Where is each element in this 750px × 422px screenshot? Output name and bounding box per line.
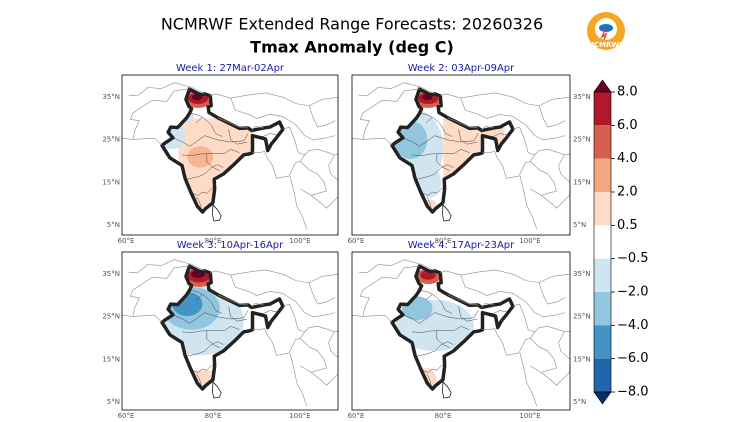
- panel-title: Week 1: 27Mar-02Apr: [176, 63, 285, 74]
- map: [122, 257, 338, 409]
- lon-label: 60°E: [118, 412, 135, 420]
- labels: Week 1: 27Mar-02Apr 35°N 25°N 15°N 5°N 60°E 80…: [102, 63, 590, 420]
- lat-label: 25°N: [102, 313, 120, 321]
- colorbar-segment: [594, 292, 611, 326]
- colorbar-tick-label: 2.0: [617, 185, 638, 200]
- lon-label: 100°E: [289, 412, 310, 420]
- colorbar-frame: [593, 91, 612, 393]
- panel-frame: [351, 74, 571, 236]
- colorbar-segment: [594, 325, 611, 359]
- colorbar-tick-label: 4.0: [617, 151, 638, 166]
- lat-label: 35°N: [102, 270, 120, 278]
- lon-label: 80°E: [205, 237, 222, 245]
- lat-label: 15°N: [573, 178, 591, 186]
- colorbar-segment: [594, 125, 611, 159]
- map-panel: [122, 75, 338, 235]
- colorbar-segment: [594, 92, 611, 126]
- map-panel: [122, 252, 338, 410]
- colorbar-segment: [594, 258, 611, 292]
- panel-frame: [121, 251, 339, 411]
- lat-label: 35°N: [573, 93, 591, 101]
- colorbar-tick-label: −2.0: [617, 285, 649, 300]
- anomaly-patch: [419, 167, 442, 198]
- lat-label: 25°N: [102, 136, 120, 144]
- lon-label: 60°E: [118, 237, 135, 245]
- lon-label: 60°E: [348, 237, 365, 245]
- figure-subtitle: Tmax Anomaly (deg C): [250, 38, 454, 57]
- colorbar-segment: [594, 225, 611, 259]
- figure-title: NCMRWF Extended Range Forecasts: 2026032…: [161, 15, 543, 34]
- lon-label: 80°E: [435, 412, 452, 420]
- colorbar-tick-label: −0.5: [617, 251, 649, 266]
- lon-label: 80°E: [205, 412, 222, 420]
- colorbar: 8.0 6.0 4.0 2.0 0.5 −0.5 −2.0 −4.0 −6.0 −8.0: [593, 79, 649, 405]
- panel-frame: [121, 74, 339, 236]
- colorbar-extension: [593, 391, 612, 405]
- lat-label: 5°N: [573, 398, 586, 406]
- lat-label: 35°N: [102, 93, 120, 101]
- colorbar-tick-label: 6.0: [617, 118, 638, 133]
- lat-label: 5°N: [107, 398, 120, 406]
- anomaly-patch: [394, 120, 428, 160]
- panel-title: Week 3: 10Apr-16Apr: [177, 240, 284, 251]
- lat-label: 5°N: [107, 221, 120, 229]
- colorbar-tick-label: −6.0: [617, 351, 649, 366]
- colorbar-segment: [594, 158, 611, 192]
- colorbar-tick-label: 8.0: [617, 85, 638, 100]
- panel-title: Week 4: 17Apr-23Apr: [408, 240, 515, 251]
- lat-label: 15°N: [102, 355, 120, 363]
- lon-label: 100°E: [519, 412, 540, 420]
- map-panel: [352, 75, 570, 235]
- panel-title: Week 2: 03Apr-09Apr: [408, 63, 515, 74]
- logo-bolt: [600, 29, 608, 41]
- colorbar-tick-label: 0.5: [617, 218, 638, 233]
- colorbar-tick-label: −4.0: [617, 318, 649, 333]
- lat-label: 25°N: [573, 136, 591, 144]
- logo: NCMRWF: [587, 12, 625, 50]
- lat-label: 5°N: [573, 221, 586, 229]
- lat-label: 25°N: [573, 313, 591, 321]
- lon-label: 100°E: [519, 237, 540, 245]
- lat-label: 15°N: [573, 355, 591, 363]
- lat-label: 35°N: [573, 270, 591, 278]
- panel-frame: [351, 251, 571, 411]
- lon-label: 60°E: [348, 412, 365, 420]
- lat-label: 15°N: [102, 178, 120, 186]
- colorbar-segment: [594, 358, 611, 392]
- colorbar-segment: [594, 192, 611, 226]
- lon-label: 100°E: [289, 237, 310, 245]
- lon-label: 80°E: [435, 237, 452, 245]
- map-panel: [352, 252, 570, 410]
- logo-text: NCMRWF: [588, 41, 624, 49]
- colorbar-extension: [593, 79, 612, 93]
- logo-cloud: [599, 24, 613, 32]
- colorbar-tick-label: −8.0: [617, 385, 649, 400]
